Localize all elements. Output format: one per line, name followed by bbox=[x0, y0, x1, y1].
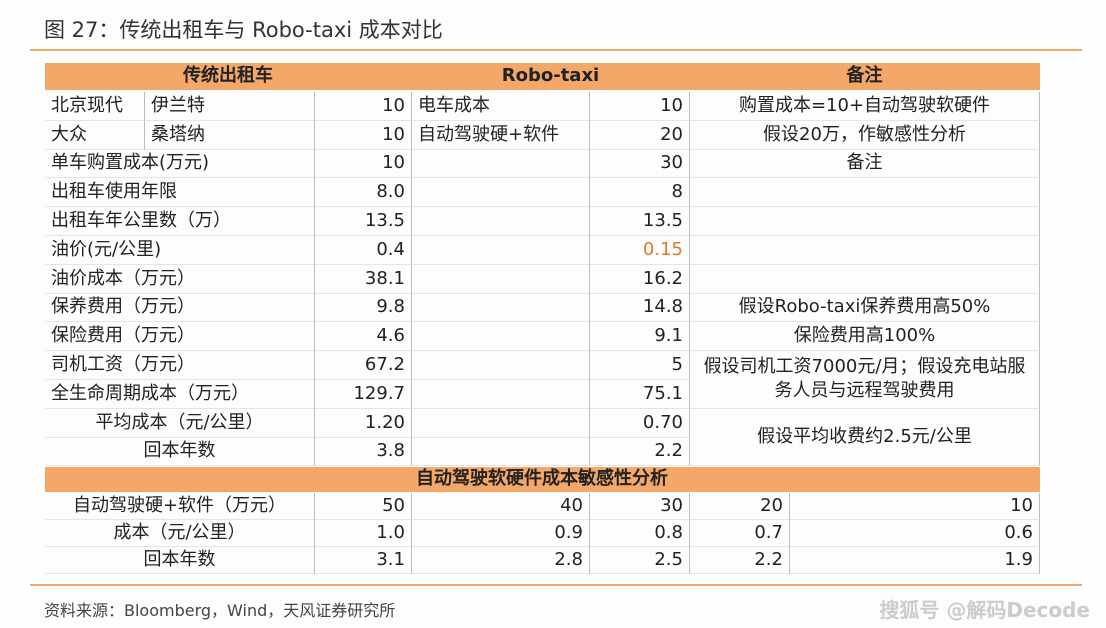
empty-cell bbox=[412, 351, 590, 380]
section-header: 自动驾驶软硬件成本敏感性分析 bbox=[45, 467, 1040, 493]
note: 保险费用高100% bbox=[690, 322, 1040, 352]
robo-value: 10 bbox=[590, 92, 690, 121]
row-label: 回本年数 bbox=[45, 437, 315, 467]
sensitivity-value: 10 bbox=[790, 493, 1040, 521]
row-label: 桑塔纳 bbox=[145, 120, 315, 150]
robo-value: 14.8 bbox=[590, 293, 690, 323]
sensitivity-value: 2.5 bbox=[590, 547, 690, 575]
sensitivity-label: 自动驾驶硬+软件（万元） bbox=[45, 493, 315, 521]
robo-value: 0.70 bbox=[590, 408, 690, 438]
sensitivity-value: 2.8 bbox=[412, 547, 590, 575]
robo-value: 75.1 bbox=[590, 380, 690, 409]
sensitivity-value: 40 bbox=[412, 493, 590, 521]
row-label: 大众 bbox=[45, 120, 145, 150]
robo-label: 自动驾驶硬+软件 bbox=[412, 120, 590, 150]
row-label: 全生命周期成本（万元） bbox=[45, 380, 315, 409]
sensitivity-value: 0.6 bbox=[790, 520, 1040, 548]
row-label: 北京现代 bbox=[45, 92, 145, 121]
row-label: 司机工资（万元） bbox=[45, 351, 315, 380]
sensitivity-label: 回本年数 bbox=[45, 547, 315, 575]
row-label: 油价(元/公里) bbox=[45, 236, 315, 265]
sensitivity-value: 0.7 bbox=[690, 520, 790, 548]
empty-cell bbox=[412, 178, 590, 208]
sensitivity-value: 2.2 bbox=[690, 547, 790, 575]
sensitivity-value: 30 bbox=[590, 493, 690, 521]
robo-value: 13.5 bbox=[590, 207, 690, 236]
header-cell: 传统出租车 bbox=[45, 63, 412, 90]
traditional-value: 10 bbox=[315, 120, 412, 150]
row-label: 出租车使用年限 bbox=[45, 178, 315, 208]
empty-cell bbox=[412, 437, 590, 467]
empty-cell bbox=[412, 149, 590, 179]
row-label: 平均成本（元/公里） bbox=[45, 408, 315, 438]
traditional-value: 1.20 bbox=[315, 408, 412, 438]
sensitivity-value: 0.9 bbox=[412, 520, 590, 548]
sensitivity-value: 20 bbox=[690, 493, 790, 521]
note: 购置成本=10+自动驾驶软硬件 bbox=[690, 92, 1040, 121]
empty-cell bbox=[412, 293, 590, 323]
sensitivity-value: 1.0 bbox=[315, 520, 412, 548]
empty-cell bbox=[412, 264, 590, 294]
row-label: 保险费用（万元） bbox=[45, 322, 315, 352]
sensitivity-value: 1.9 bbox=[790, 547, 1040, 575]
robo-label: 电车成本 bbox=[412, 92, 590, 121]
header-cell: 备注 bbox=[690, 63, 1040, 90]
robo-value: 30 bbox=[590, 149, 690, 179]
robo-value: 16.2 bbox=[590, 264, 690, 294]
source: 资料来源：Bloomberg，Wind，天风证券研究所 bbox=[44, 601, 396, 620]
traditional-value: 8.0 bbox=[315, 178, 412, 208]
traditional-value: 3.8 bbox=[315, 437, 412, 467]
robo-value: 0.15 bbox=[590, 236, 690, 265]
note: 假设司机工资7000元/月；假设充电站服务人员与远程驾驶费用 bbox=[690, 351, 1040, 409]
traditional-value: 10 bbox=[315, 92, 412, 121]
traditional-value: 9.8 bbox=[315, 293, 412, 323]
traditional-value: 10 bbox=[315, 149, 412, 179]
row-label: 伊兰特 bbox=[145, 92, 315, 121]
title: 图 27：传统出租车与 Robo-taxi 成本对比 bbox=[44, 18, 443, 42]
traditional-value: 38.1 bbox=[315, 264, 412, 294]
traditional-value: 4.6 bbox=[315, 322, 412, 352]
empty-cell bbox=[412, 322, 590, 352]
top-rule bbox=[30, 49, 1082, 51]
empty-cell bbox=[690, 236, 1040, 265]
watermark: 搜狐号 @解码Decode bbox=[879, 598, 1090, 622]
row-label: 出租车年公里数（万） bbox=[45, 207, 315, 236]
header-cell: Robo-taxi bbox=[412, 63, 690, 90]
bottom-rule bbox=[30, 584, 1082, 586]
robo-value: 9.1 bbox=[590, 322, 690, 352]
note: 假设平均收费约2.5元/公里 bbox=[690, 408, 1040, 467]
note: 假设20万，作敏感性分析 bbox=[690, 120, 1040, 150]
traditional-value: 129.7 bbox=[315, 380, 412, 409]
note: 备注 bbox=[690, 149, 1040, 179]
empty-cell bbox=[412, 207, 590, 236]
empty-cell bbox=[412, 408, 590, 438]
empty-cell bbox=[412, 236, 590, 265]
robo-value: 8 bbox=[590, 178, 690, 208]
robo-value: 5 bbox=[590, 351, 690, 380]
empty-cell bbox=[690, 264, 1040, 294]
sensitivity-label: 成本（元/公里） bbox=[45, 520, 315, 548]
row-label: 保养费用（万元） bbox=[45, 293, 315, 323]
robo-value: 2.2 bbox=[590, 437, 690, 467]
empty-cell bbox=[690, 207, 1040, 236]
sensitivity-value: 50 bbox=[315, 493, 412, 521]
row-label: 油价成本（万元） bbox=[45, 264, 315, 294]
traditional-value: 67.2 bbox=[315, 351, 412, 380]
row-label: 单车购置成本(万元) bbox=[45, 149, 315, 179]
robo-value: 20 bbox=[590, 120, 690, 150]
empty-cell bbox=[690, 178, 1040, 208]
note: 假设Robo-taxi保养费用高50% bbox=[690, 293, 1040, 323]
sensitivity-value: 3.1 bbox=[315, 547, 412, 575]
traditional-value: 0.4 bbox=[315, 236, 412, 265]
empty-cell bbox=[412, 380, 590, 409]
traditional-value: 13.5 bbox=[315, 207, 412, 236]
sensitivity-value: 0.8 bbox=[590, 520, 690, 548]
